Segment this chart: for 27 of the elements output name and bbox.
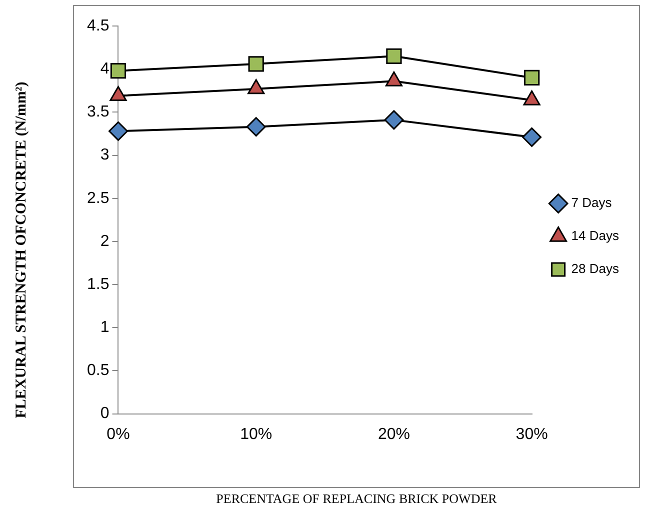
- y-axis-title: FLEXURAL STRENGTH OFCONCRETE (N/mm²): [14, 82, 30, 418]
- x-axis-title: PERCENTAGE OF REPLACING BRICK POWDER: [215, 491, 498, 507]
- point: [110, 62, 126, 79]
- y-tick-label: 0: [100, 405, 110, 422]
- y-tick-label: 1: [100, 319, 110, 336]
- y-tick-label: 4: [100, 60, 110, 78]
- y-tick-label: 2.5: [86, 190, 110, 207]
- y-tick-label: 3: [100, 146, 110, 164]
- point: [384, 110, 404, 130]
- y-tick-label: 4.5: [86, 17, 110, 34]
- point: [108, 121, 128, 141]
- legend-label: 14 Days: [571, 228, 620, 244]
- x-tick-label: 10%: [240, 426, 272, 443]
- legend-label: 7 Days: [571, 195, 612, 210]
- point: [524, 70, 540, 86]
- point: [522, 127, 542, 147]
- y-tick-label: 2: [100, 232, 110, 250]
- point: [248, 56, 264, 72]
- point: [246, 117, 266, 137]
- y-tick-label: 3.5: [86, 104, 110, 121]
- x-tick-label: 20%: [378, 426, 410, 443]
- x-tick-label: 0%: [106, 426, 130, 443]
- y-tick-label: 1.5: [86, 276, 110, 293]
- x-tick-label: 30%: [516, 426, 548, 443]
- point: [386, 48, 402, 64]
- y-tick-label: 0.5: [86, 362, 110, 380]
- legend-label: 28 Days: [571, 261, 620, 276]
